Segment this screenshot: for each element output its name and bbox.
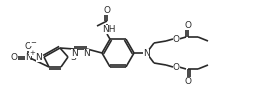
- Text: N: N: [25, 52, 31, 61]
- Text: O: O: [10, 52, 18, 61]
- Text: +: +: [29, 50, 35, 56]
- Text: O: O: [103, 6, 110, 15]
- Text: S: S: [70, 52, 76, 61]
- Text: N: N: [143, 49, 149, 58]
- Text: NH: NH: [102, 25, 116, 34]
- Text: O: O: [172, 35, 180, 43]
- Text: O: O: [185, 20, 192, 29]
- Text: N: N: [84, 49, 90, 58]
- Text: −: −: [30, 40, 36, 46]
- Text: O: O: [185, 76, 192, 85]
- Text: O: O: [172, 62, 180, 72]
- Text: N: N: [71, 49, 77, 58]
- Text: O: O: [24, 41, 31, 50]
- Text: N: N: [36, 52, 42, 61]
